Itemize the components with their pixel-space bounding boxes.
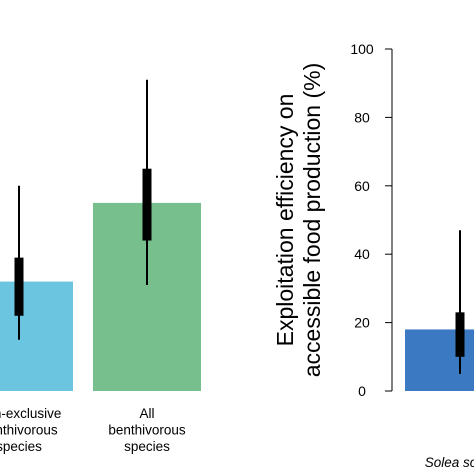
category-label-line: All bbox=[139, 406, 154, 421]
y-axis-label-line-1: Exploitation efficiency on bbox=[272, 94, 298, 347]
y-tick-label: 60 bbox=[354, 178, 370, 194]
category-label-line: benthivorous bbox=[108, 423, 186, 438]
y-axis-label-line-2: accessible food production (%) bbox=[299, 63, 325, 378]
inner-interval-box bbox=[455, 312, 465, 357]
y-tick-label: 40 bbox=[354, 246, 370, 262]
bar bbox=[0, 281, 73, 391]
category-label-line: Non-exclusive bbox=[0, 406, 61, 421]
left-panel: Non-exclusivebenthivorousspeciesAllbenth… bbox=[0, 79, 201, 454]
category-label-line: Solea solea bbox=[425, 455, 474, 470]
y-tick-label: 100 bbox=[350, 41, 374, 57]
inner-interval-box bbox=[142, 168, 152, 241]
y-tick-label: 20 bbox=[354, 315, 370, 331]
y-tick-label: 0 bbox=[358, 383, 366, 399]
right-panel: Solea solea 0 20 40 60 80 100 bbox=[350, 41, 474, 470]
y-tick-label: 80 bbox=[354, 109, 370, 125]
category-label-line: species bbox=[0, 439, 42, 454]
category-label: Solea solea bbox=[425, 455, 474, 470]
inner-interval-box bbox=[14, 257, 24, 316]
category-label-line: species bbox=[124, 439, 170, 454]
category-label-line: benthivorous bbox=[0, 423, 58, 438]
category-label: All benthivorous species bbox=[108, 406, 186, 454]
